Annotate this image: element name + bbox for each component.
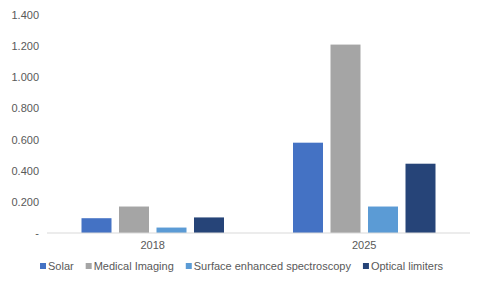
bar: [119, 207, 149, 233]
y-tick-label: 1.000: [11, 71, 39, 83]
bar: [368, 207, 398, 233]
legend-label: Surface enhanced spectroscopy: [194, 260, 352, 272]
bar: [194, 217, 224, 233]
legend-swatch: [40, 263, 46, 269]
legend-swatch: [86, 263, 92, 269]
bars: [82, 45, 436, 233]
x-axis: [47, 233, 470, 234]
chart: - 0.200 0.400 0.600 0.800 1.000 1.200 1.400 2018…: [0, 0, 480, 288]
bar: [406, 164, 436, 233]
bar: [293, 143, 323, 233]
legend-label: Medical Imaging: [94, 260, 174, 272]
bar: [331, 45, 361, 233]
x-tick-label: 2025: [352, 239, 376, 251]
y-tick-label: 0.200: [11, 196, 39, 208]
y-tick-label: 0.600: [11, 134, 39, 146]
y-tick-label: -: [35, 227, 39, 239]
legend-swatch: [186, 263, 192, 269]
legend-swatch: [363, 263, 369, 269]
x-tick-label: 2018: [141, 239, 165, 251]
y-tick-label: 1.200: [11, 40, 39, 52]
legend: Solar Medical Imaging Surface enhanced spe…: [40, 260, 444, 272]
bar: [157, 228, 187, 233]
y-tick-label: 0.800: [11, 102, 39, 114]
y-tick-label: 0.400: [11, 165, 39, 177]
bar: [82, 218, 112, 233]
legend-label: Optical limiters: [371, 260, 444, 272]
y-tick-label: 1.400: [11, 9, 39, 21]
legend-label: Solar: [48, 260, 74, 272]
